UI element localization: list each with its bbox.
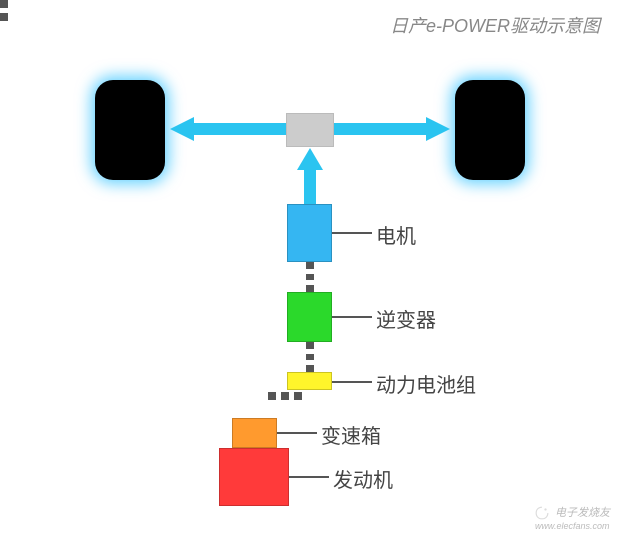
wheel-left (95, 80, 165, 180)
watermark: 电子发烧友 www.elecfans.com (535, 504, 610, 532)
arrow-to-right-wheel (334, 117, 450, 141)
watermark-icon (535, 506, 549, 520)
watermark-text: 电子发烧友 (555, 507, 610, 519)
dotted-battery-transmission-h (268, 392, 302, 400)
dotted-battery-transmission-v (0, 0, 8, 21)
motor-block (287, 204, 332, 262)
label-engine: 发动机 (333, 464, 393, 493)
diagram-title: 日产e-POWER驱动示意图 (390, 12, 600, 38)
label-transmission: 变速箱 (321, 420, 381, 449)
engine-block (219, 448, 289, 506)
transmission-block (232, 418, 277, 448)
differential-box (286, 113, 334, 147)
dotted-motor-inverter (306, 262, 314, 292)
label-inverter: 逆变器 (376, 304, 436, 333)
label-line-inverter (332, 316, 372, 318)
label-line-motor (332, 232, 372, 234)
label-motor: 电机 (376, 220, 416, 249)
label-line-engine (289, 476, 329, 478)
wheel-right (455, 80, 525, 180)
dotted-inverter-battery (306, 342, 314, 372)
watermark-url: www.elecfans.com (535, 521, 610, 531)
battery-block (287, 372, 332, 390)
label-line-transmission (277, 432, 317, 434)
arrow-motor-to-diff (297, 148, 323, 204)
arrow-to-left-wheel (170, 117, 286, 141)
inverter-block (287, 292, 332, 342)
label-line-battery (332, 381, 372, 383)
label-battery: 动力电池组 (376, 369, 476, 398)
